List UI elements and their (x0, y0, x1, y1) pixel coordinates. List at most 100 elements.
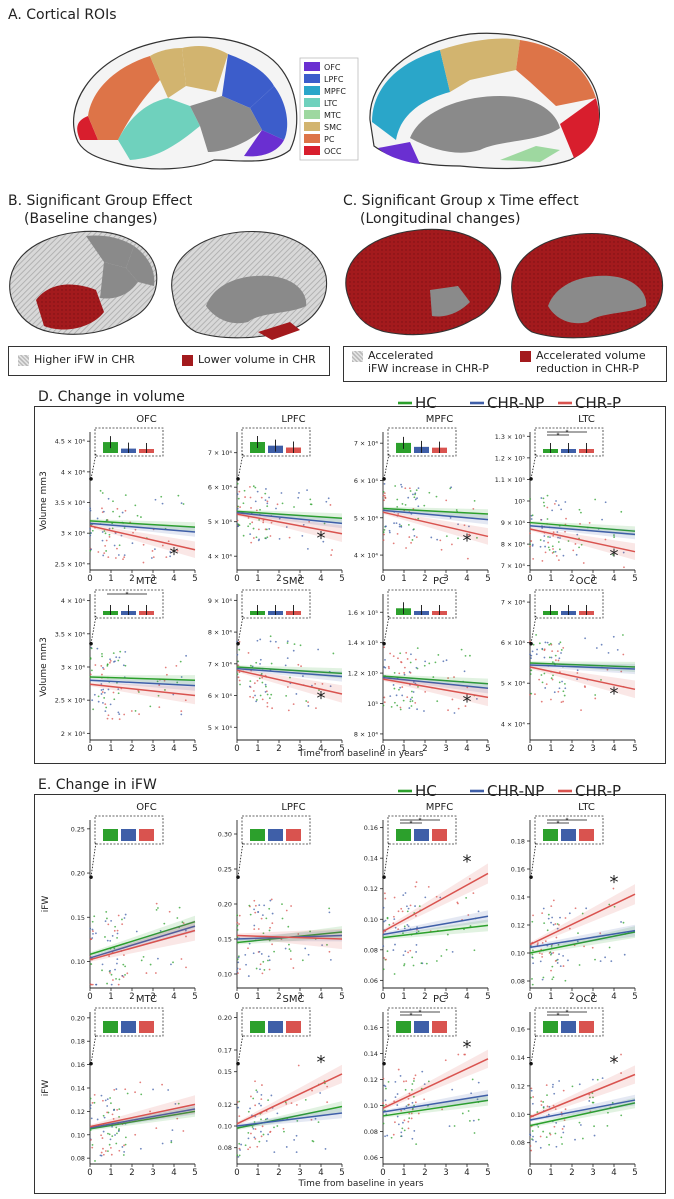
scatter-point-chr-np (451, 1088, 454, 1091)
scatter-point-chr-np (576, 533, 579, 536)
scatter-point-hc (107, 1132, 109, 1135)
scatter-point-chr-np (91, 699, 94, 702)
y-tick-label: 0.14 (364, 1050, 378, 1058)
x-tick-label: 2 (276, 744, 281, 754)
scatter-point-chr-np (91, 937, 94, 939)
scatter-point-chr-p (93, 1093, 96, 1096)
scatter-point-chr-np (244, 953, 247, 956)
scatter-point-chr-np (113, 1108, 115, 1111)
scatter-point-chr-p (414, 885, 417, 888)
scatter-point-chr-p (268, 968, 271, 971)
x-tick-label: 1 (108, 574, 113, 584)
scatter-point-hc (382, 968, 385, 971)
x-tick-label: 1 (255, 992, 260, 1002)
scatter-point-chr-np (389, 695, 392, 697)
scatter-point-chr-np (247, 975, 250, 977)
scatter-point-hc (140, 1093, 143, 1096)
sig-star: * (463, 530, 472, 551)
scatter-point-hc (396, 506, 399, 508)
scatter-point-hc (106, 519, 108, 521)
scatter-point-hc (531, 949, 534, 952)
scatter-point-hc (266, 505, 269, 508)
scatter-point-hc (239, 683, 241, 686)
scatter-point-chr-np (406, 923, 409, 926)
scatter-point-chr-p (266, 701, 269, 704)
scatter-point-chr-p (247, 516, 250, 519)
scatter-point-hc (105, 550, 108, 552)
scatter-point-chr-np (102, 701, 104, 704)
scatter-point-chr-np (254, 500, 257, 503)
scatter-point-chr-np (116, 958, 119, 961)
scatter-point-hc (613, 536, 616, 538)
scatter-point-chr-p (451, 543, 453, 546)
scatter-point-chr-p (383, 957, 386, 959)
scatter-point-hc (406, 910, 409, 913)
y-tick-label: 7 × 10⁴ (354, 440, 379, 448)
scatter-point-hc (101, 969, 103, 972)
scatter-point-hc (557, 943, 560, 946)
trend-line-hc (89, 920, 196, 956)
scatter-point-chr-np (121, 1146, 124, 1148)
scatter-point-chr-p (463, 524, 466, 527)
scatter-point-chr-np (543, 656, 546, 659)
scatter-point-chr-p (121, 923, 124, 926)
scatter-point-chr-np (398, 525, 401, 528)
scatter-point-chr-p (556, 650, 559, 653)
scatter-point-chr-np (286, 657, 289, 660)
x-tick-label: 1 (548, 744, 553, 754)
inset-bar-hc (543, 829, 558, 841)
scatter-point-chr-np (416, 497, 418, 500)
scatter-point-chr-p (89, 1138, 92, 1141)
scatter-point-hc (108, 533, 111, 536)
scatter-point-chr-np (400, 526, 403, 528)
scatter-point-chr-p (122, 558, 124, 561)
scatter-point-chr-p (403, 666, 406, 669)
scatter-point-chr-p (530, 540, 533, 542)
scatter-point-chr-p (297, 1064, 300, 1067)
scatter-point-chr-p (151, 550, 154, 552)
sig-star: * (610, 546, 619, 567)
scatter-point-chr-np (260, 1130, 262, 1133)
scatter-point-chr-p (102, 1153, 105, 1156)
scatter-point-chr-np (293, 1139, 296, 1141)
inset-box (534, 589, 604, 619)
x-tick-label: 2 (129, 574, 134, 584)
scatter-point-chr-p (262, 521, 265, 524)
scatter-point-chr-np (430, 536, 433, 539)
scatter-point-chr-np (258, 904, 261, 907)
scatter-point-chr-np (457, 523, 459, 526)
scatter-point-chr-np (249, 533, 252, 536)
legend-label-hc: HC (415, 394, 437, 412)
scatter-point-chr-p (326, 1101, 329, 1103)
scatter-point-hc (261, 681, 264, 684)
x-axis-label: Time from baseline in years (297, 1179, 423, 1189)
scatter-point-hc (134, 504, 137, 507)
x-tick-label: 0 (380, 992, 385, 1002)
scatter-point-hc (248, 904, 251, 907)
scatter-point-chr-np (259, 658, 262, 661)
scatter-point-chr-np (560, 652, 562, 654)
scatter-point-chr-np (442, 660, 445, 663)
trend-line-chr-p (236, 669, 343, 695)
scatter-point-chr-np (382, 906, 385, 909)
scatter-point-chr-np (559, 537, 561, 539)
scatter-point-chr-np (386, 1134, 389, 1137)
scatter-point-hc (124, 494, 127, 497)
scatter-point-hc (118, 1116, 120, 1118)
scatter-point-hc (109, 1097, 112, 1099)
scatter-point-chr-p (538, 678, 541, 681)
scatter-point-chr-np (170, 963, 172, 966)
scatter-point-hc (411, 1088, 413, 1091)
scatter-point-hc (164, 689, 166, 691)
y-tick-label: 0.08 (71, 1155, 85, 1163)
inset-box (534, 1007, 604, 1037)
scatter-point-chr-np (535, 653, 538, 656)
scatter-point-hc (594, 958, 596, 961)
trend-line-hc (382, 924, 489, 939)
scatter-point-hc (259, 508, 261, 511)
scatter-point-hc (402, 932, 404, 934)
scatter-point-chr-p (287, 709, 290, 712)
scatter-point-hc (411, 1083, 414, 1085)
scatter-point-chr-p (543, 649, 546, 652)
scatter-point-chr-p (158, 706, 161, 709)
